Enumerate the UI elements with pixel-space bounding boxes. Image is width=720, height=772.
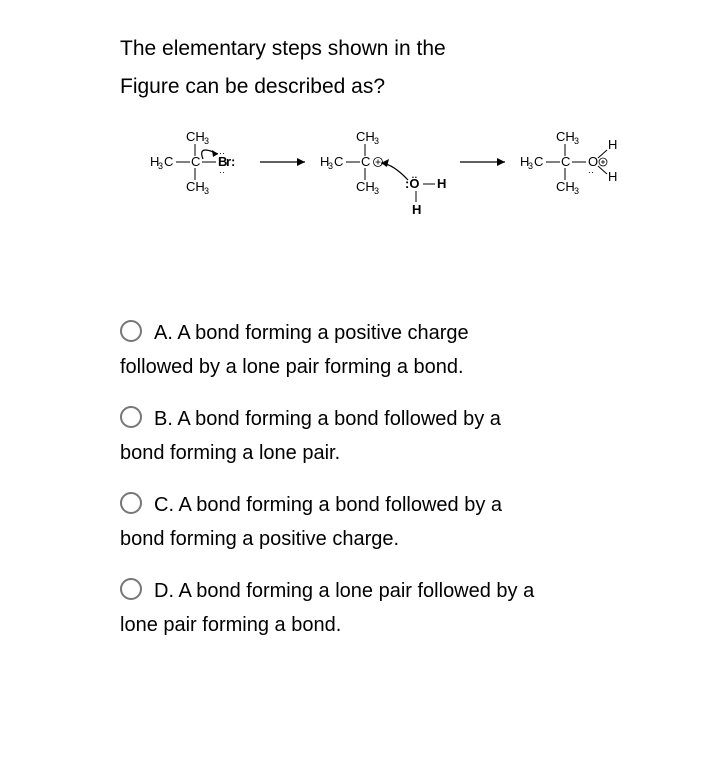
answer-text-line1: A bond forming a bond followed by a <box>177 408 501 430</box>
svg-text:3: 3 <box>204 186 209 196</box>
structure-2: CH3 H3C C CH3 :Ö H H <box>320 129 446 217</box>
svg-text:3: 3 <box>574 136 579 146</box>
svg-text:3: 3 <box>158 161 163 171</box>
answer-text-line1: A bond forming a positive charge <box>177 322 468 344</box>
answer-letter: D. <box>154 580 174 602</box>
svg-text:C: C <box>334 154 343 169</box>
svg-text:C: C <box>191 154 200 169</box>
structure-3: CH3 H3C C O ·· H H CH3 <box>520 129 617 196</box>
answer-text-line2: bond forming a lone pair. <box>120 436 660 470</box>
reaction-figure: CH3 H3C C Br: ·· ·· CH3 <box>120 126 640 236</box>
answer-text-line2: followed by a lone pair forming a bond. <box>120 350 660 384</box>
reaction-arrow-1 <box>260 158 305 166</box>
svg-text:CH: CH <box>556 179 575 194</box>
answer-letter: A. <box>154 322 173 344</box>
question-line-1: The elementary steps shown in the <box>120 30 660 68</box>
radio-icon <box>120 578 142 600</box>
answer-text-line1: A bond forming a bond followed by a <box>178 494 502 516</box>
svg-text:CH: CH <box>356 129 375 144</box>
answer-option-d[interactable]: D. A bond forming a lone pair followed b… <box>120 574 660 642</box>
svg-text:3: 3 <box>374 136 379 146</box>
svg-text:3: 3 <box>204 136 209 146</box>
svg-text:3: 3 <box>328 161 333 171</box>
svg-text:CH: CH <box>186 129 205 144</box>
answer-text-line1: A bond forming a lone pair followed by a <box>178 580 534 602</box>
svg-text:CH: CH <box>556 129 575 144</box>
svg-text::: : <box>231 154 235 169</box>
radio-icon <box>120 320 142 342</box>
question-line-2: Figure can be described as? <box>120 68 660 106</box>
svg-text:C: C <box>361 154 370 169</box>
answer-text-line2: lone pair forming a bond. <box>120 608 660 642</box>
svg-text:··: ·· <box>588 167 594 177</box>
answers-list: A. A bond forming a positive charge foll… <box>120 316 660 642</box>
answer-text-line2: bond forming a positive charge. <box>120 522 660 556</box>
reaction-arrow-2 <box>460 158 505 166</box>
answer-option-b[interactable]: B. A bond forming a bond followed by a b… <box>120 402 660 470</box>
question-text: The elementary steps shown in the Figure… <box>120 30 660 106</box>
svg-text:H: H <box>608 137 617 152</box>
svg-text:H: H <box>412 202 421 217</box>
svg-text:C: C <box>561 154 570 169</box>
answer-letter: C. <box>154 494 174 516</box>
svg-text:H: H <box>608 169 617 184</box>
structure-1: CH3 H3C C Br: ·· ·· CH3 <box>150 129 235 196</box>
answer-option-a[interactable]: A. A bond forming a positive charge foll… <box>120 316 660 384</box>
svg-text:··: ·· <box>219 148 225 158</box>
svg-text:··: ·· <box>219 167 225 177</box>
reaction-svg: CH3 H3C C Br: ·· ·· CH3 <box>120 126 640 236</box>
radio-icon <box>120 406 142 428</box>
svg-text::Ö: :Ö <box>405 176 419 191</box>
svg-text:3: 3 <box>528 161 533 171</box>
answer-option-c[interactable]: C. A bond forming a bond followed by a b… <box>120 488 660 556</box>
answer-letter: B. <box>154 408 173 430</box>
svg-text:3: 3 <box>574 186 579 196</box>
svg-text:C: C <box>534 154 543 169</box>
svg-text:CH: CH <box>356 179 375 194</box>
svg-text:CH: CH <box>186 179 205 194</box>
svg-text:H: H <box>437 176 446 191</box>
radio-icon <box>120 492 142 514</box>
svg-text:C: C <box>164 154 173 169</box>
svg-text:3: 3 <box>374 186 379 196</box>
